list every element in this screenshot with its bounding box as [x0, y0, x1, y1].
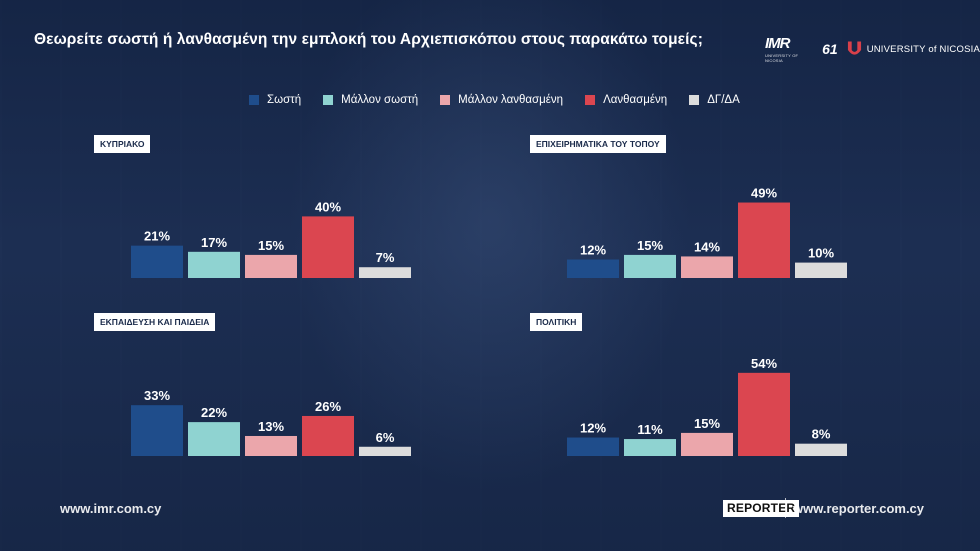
data-label-0-0: 21%	[144, 229, 170, 244]
bar-1-0	[567, 259, 619, 278]
chart-politics-svg: 12% 11% 15% 54% 8%	[567, 356, 847, 456]
data-label-0-2: 15%	[258, 238, 284, 253]
panel-label-education: ΕΚΠΑΙΔΕΥΣΗ ΚΑΙ ΠΑΙΔΕΙΑ	[94, 313, 216, 331]
legend-label: Λανθασμένη	[603, 94, 668, 106]
legend: Σωστή Μάλλον σωστή Μάλλον λανθασμένη Λαν…	[249, 94, 762, 106]
footer-reporter-url[interactable]: www.reporter.com.cy	[793, 501, 925, 516]
reporter-logo: REPORTER	[723, 500, 800, 517]
bar-3-3	[738, 372, 790, 456]
bar-2-4	[359, 446, 411, 456]
bar-3-0	[567, 437, 619, 456]
bar-0-3	[302, 216, 354, 278]
bar-3-4	[795, 443, 847, 456]
bar-1-4	[795, 262, 847, 278]
data-label-2-2: 13%	[258, 419, 284, 434]
bar-0-1	[188, 251, 240, 278]
data-label-1-0: 12%	[580, 243, 606, 258]
footer-imr-url[interactable]: www.imr.com.cy	[60, 501, 162, 516]
data-label-3-2: 15%	[694, 416, 720, 431]
legend-swatch	[585, 95, 596, 105]
legend-swatch	[249, 95, 259, 105]
legend-label: Σωστή	[267, 94, 302, 106]
logos: IMR UNIVERSITY OF NICOSIA 61 UNIVERSITY …	[765, 35, 980, 63]
data-label-0-1: 17%	[201, 235, 227, 250]
chart-education: 33% 22% 13% 26% 6%	[120, 380, 430, 458]
imr-logo-text: IMR	[765, 35, 790, 52]
bar-1-3	[738, 202, 790, 278]
page-title: Θεωρείτε σωστή ή λανθασμένη την εμπλοκή …	[34, 31, 703, 48]
legend-item: Λανθασμένη	[585, 94, 667, 106]
data-label-0-4: 7%	[376, 250, 395, 265]
data-label-3-3: 54%	[751, 356, 777, 371]
bar-0-2	[245, 254, 297, 278]
data-label-3-0: 12%	[580, 421, 606, 436]
data-label-3-4: 8%	[812, 427, 831, 442]
legend-swatch	[689, 95, 700, 105]
legend-item: Σωστή	[249, 94, 301, 106]
legend-swatch	[323, 95, 334, 105]
chart-cyprus: 21% 17% 15% 40% 7%	[120, 190, 430, 280]
data-label-1-2: 14%	[694, 239, 720, 254]
imr-logo-subtext: UNIVERSITY OF NICOSIA	[765, 53, 799, 63]
data-label-2-4: 6%	[376, 430, 395, 445]
legend-item: Μάλλον σωστή	[323, 94, 418, 106]
bar-2-0	[131, 405, 183, 456]
data-label-1-4: 10%	[808, 246, 834, 261]
legend-item: Μάλλον λανθασμένη	[440, 94, 563, 106]
data-label-1-3: 49%	[751, 186, 777, 201]
chart-education-svg: 33% 22% 13% 26% 6%	[131, 388, 411, 456]
chart-cyprus-svg: 21% 17% 15% 40% 7%	[131, 199, 411, 278]
legend-label: Μάλλον λανθασμένη	[458, 94, 564, 106]
footer-divider	[785, 498, 786, 518]
unic-shield-icon	[847, 41, 861, 55]
data-label-2-0: 33%	[144, 388, 170, 403]
bar-0-0	[131, 245, 183, 278]
legend-item: ΔΓ/ΔΑ	[689, 94, 740, 106]
panel-label-cyprus: ΚΥΠΡΙΑΚΟ	[94, 135, 151, 153]
bar-0-4	[359, 267, 411, 278]
bar-2-3	[302, 415, 354, 456]
unic-logo-text: UNIVERSITY of NICOSIA	[866, 43, 980, 55]
data-label-0-3: 40%	[315, 199, 341, 214]
sixty-one-logo: 61	[822, 41, 838, 57]
legend-label: Μάλλον σωστή	[341, 94, 419, 106]
bar-3-1	[624, 439, 676, 456]
bar-3-2	[681, 432, 733, 456]
bar-1-2	[681, 256, 733, 278]
bar-2-1	[188, 422, 240, 456]
chart-business-svg: 12% 15% 14% 49% 10%	[567, 186, 847, 278]
bar-1-1	[624, 254, 676, 278]
data-label-3-1: 11%	[637, 422, 663, 437]
chart-politics: 12% 11% 15% 54% 8%	[556, 345, 866, 458]
panel-label-business: ΕΠΙΧΕΙΡΗΜΑΤΙΚΑ ΤΟΥ ΤΟΠΟΥ	[530, 135, 666, 153]
legend-label: ΔΓ/ΔΑ	[707, 94, 740, 106]
bar-2-2	[245, 435, 297, 456]
imr-logo: IMR UNIVERSITY OF NICOSIA	[765, 35, 814, 63]
panel-label-politics: ΠΟΛΙΤΙΚΗ	[530, 313, 583, 331]
data-label-2-1: 22%	[201, 405, 227, 420]
chart-business: 12% 15% 14% 49% 10%	[556, 170, 866, 280]
legend-swatch	[440, 95, 451, 105]
data-label-2-3: 26%	[315, 399, 341, 414]
data-label-1-1: 15%	[637, 238, 663, 253]
